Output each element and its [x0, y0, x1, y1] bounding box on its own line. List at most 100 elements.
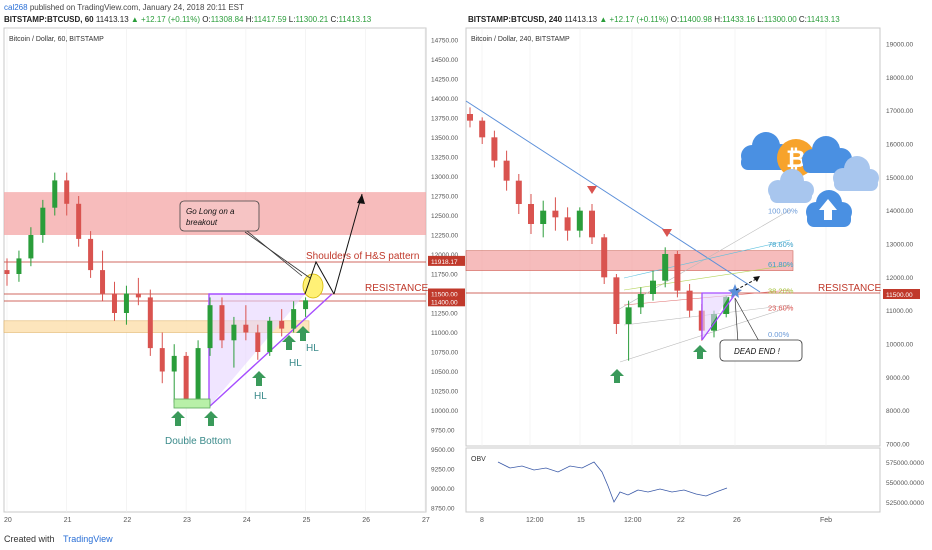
left-x-tick: 21 — [64, 517, 72, 524]
right-x-tick: 12:00 — [624, 517, 642, 524]
svg-text:₿: ₿ — [786, 146, 806, 173]
right-c-label: C: — [798, 15, 807, 24]
left-price-tag-text: 11918.17 — [431, 259, 458, 266]
left-x-tick: 26 — [362, 517, 370, 524]
right-price-tag-text: 11500.00 — [886, 292, 913, 299]
right-candle-body — [528, 204, 534, 224]
left-candle-body — [267, 320, 273, 352]
right-y-tick: 12000.00 — [886, 275, 913, 282]
created-with: Created with — [4, 534, 55, 544]
hl-marker-1 — [282, 335, 296, 350]
right-candle-body — [515, 180, 522, 204]
db-marker-2 — [204, 411, 218, 426]
fib-level-label: 78.60% — [768, 240, 794, 249]
right-symbol: BITSTAMP:BTCUSD, 240 — [468, 15, 563, 24]
top-marker-1 — [587, 186, 597, 194]
left-y-axis: 14750.00 14500.00 14250.00 14000.00 13750.00… — [431, 38, 458, 513]
left-y-tick: 11750.00 — [431, 272, 458, 279]
right-price-tag — [883, 289, 920, 299]
right-y-tick: 13000.00 — [886, 242, 913, 249]
right-y-tick: 17000.00 — [886, 108, 913, 115]
left-y-tick: 9750.00 — [431, 428, 455, 435]
right-y-tick: 7000.00 — [886, 442, 910, 449]
right-x-tick: 12:00 — [526, 517, 544, 524]
right-chart[interactable]: DEAD END ! RESISTANCE 100.00% 78.60% 61.80… — [465, 27, 924, 524]
left-y-tick: 8750.00 — [431, 506, 455, 513]
left-support-zone — [3, 320, 310, 333]
fib-labels: 100.00% 78.60% 61.80% 38.20% 23.60% 0.00% — [768, 207, 798, 339]
left-candle-body — [219, 305, 225, 341]
right-chart-title: Bitcoin / Dollar, 240, BITSTAMP — [471, 36, 570, 43]
left-y-tick: 12250.00 — [431, 233, 458, 240]
left-candle-body — [28, 235, 34, 259]
fib-level-label: 23.60% — [768, 303, 794, 312]
left-x-tick: 27 — [422, 517, 430, 524]
author-link[interactable]: cal268 — [4, 3, 28, 12]
left-candle-body — [159, 348, 165, 372]
top-marker-2 — [662, 229, 672, 237]
left-symbol: BITSTAMP:BTCUSD, 60 — [4, 15, 94, 24]
left-candle-body — [291, 309, 297, 329]
right-candle-body — [637, 294, 644, 308]
left-high: 11417.59 — [253, 15, 287, 24]
left-price-tag — [428, 288, 465, 299]
obv-axis: 575000.0000 550000.0000 525000.0000 — [886, 460, 924, 507]
apex-star — [728, 284, 742, 298]
left-candle-body — [171, 355, 177, 372]
left-ticker-bar: BITSTAMP:BTCUSD, 60 11413.13 ▲ +12.17 (+… — [4, 15, 371, 24]
db-marker-1 — [171, 411, 185, 426]
publisher-header: cal268 published on TradingView.com, Jan… — [4, 3, 244, 12]
right-close: 11413.13 — [806, 15, 840, 24]
go-long-callout — [179, 200, 260, 232]
right-triangle-edges — [701, 292, 731, 340]
left-x-tick: 20 — [4, 517, 12, 524]
left-chart[interactable]: Go Long on a breakout Shoulders of H&S p… — [3, 27, 465, 524]
go-long-line-2: breakout — [186, 218, 218, 227]
left-price-tag-text: 11400.00 — [431, 299, 458, 306]
left-candle-body — [100, 270, 106, 294]
low-marker-2 — [693, 345, 707, 359]
left-y-tick: 11250.00 — [431, 311, 458, 318]
left-y-tick: 14000.00 — [431, 96, 458, 103]
right-candle-body — [491, 137, 498, 161]
left-candle-body — [135, 293, 141, 298]
right-candle-body — [650, 280, 656, 294]
left-candle-body — [76, 203, 82, 239]
left-candle-body — [231, 324, 237, 341]
left-x-tick: 25 — [303, 517, 311, 524]
right-y-tick: 14000.00 — [886, 208, 913, 215]
shoulder-highlight — [302, 273, 324, 299]
left-c-label: C: — [330, 15, 339, 24]
right-y-tick: 18000.00 — [886, 75, 913, 82]
left-candle-body — [243, 324, 249, 333]
hl-marker-3 — [296, 326, 310, 341]
left-triangle-edges — [208, 293, 305, 407]
left-candle-body — [88, 238, 94, 271]
right-low: 11300.00 — [763, 15, 797, 24]
right-price-tags: 11500.00 — [883, 289, 920, 299]
left-y-tick: 14500.00 — [431, 57, 458, 64]
right-candle-body — [479, 120, 486, 138]
right-candle-body — [552, 210, 559, 218]
right-y-tick: 8000.00 — [886, 408, 910, 415]
left-y-tick: 13250.00 — [431, 155, 458, 162]
left-y-tick: 14750.00 — [431, 38, 458, 45]
left-low: 11300.21 — [295, 15, 329, 24]
right-candle-body — [662, 254, 669, 281]
left-y-tick: 11000.00 — [431, 330, 458, 337]
right-y-tick: 11000.00 — [886, 308, 913, 315]
right-candle-body — [564, 217, 571, 231]
left-change: ▲ +12.17 (+0.11%) — [130, 15, 201, 24]
hl-label-2: HL — [289, 358, 302, 369]
obv-label: OBV — [471, 456, 486, 463]
tradingview-logo[interactable]: TradingView — [63, 534, 113, 544]
right-x-tick: 22 — [677, 517, 685, 524]
right-candle-body — [601, 237, 608, 278]
left-l-label: L: — [288, 15, 296, 24]
right-candle-body — [540, 210, 547, 224]
right-candle-body — [686, 290, 693, 311]
left-y-tick: 9000.00 — [431, 486, 455, 493]
double-bottom-label: Double Bottom — [165, 436, 231, 447]
shoulders-label: Shoulders of H&S pattern — [306, 251, 419, 262]
